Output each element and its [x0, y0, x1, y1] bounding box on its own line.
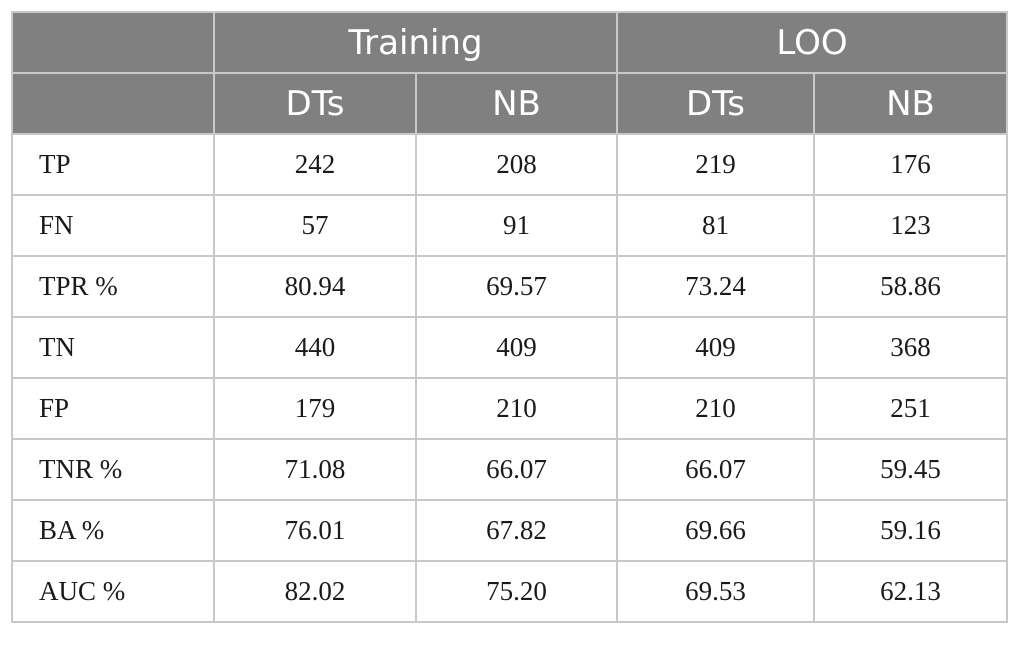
table-cell: 368 [813, 316, 1008, 379]
table-row: TP 242 208 219 176 [11, 133, 1008, 196]
table-header: Training LOO DTs NB DTs NB [11, 11, 1008, 135]
table-cell: 210 [616, 377, 815, 440]
table-cell: 67.82 [415, 499, 618, 562]
table-cell: 57 [213, 194, 417, 257]
table-cell: 440 [213, 316, 417, 379]
table-cell: 66.07 [616, 438, 815, 501]
table-cell: 409 [616, 316, 815, 379]
row-label: TP [11, 133, 215, 196]
table-cell: 81 [616, 194, 815, 257]
table-cell: 58.86 [813, 255, 1008, 318]
table-cell: 76.01 [213, 499, 417, 562]
table-cell: 69.66 [616, 499, 815, 562]
table-cell: 251 [813, 377, 1008, 440]
subheader-row: DTs NB DTs NB [11, 72, 1008, 135]
row-label: TN [11, 316, 215, 379]
group-header-loo: LOO [616, 11, 1008, 74]
table-cell: 75.20 [415, 560, 618, 623]
row-label: FP [11, 377, 215, 440]
corner-subheader-cell [11, 72, 215, 135]
table-cell: 71.08 [213, 438, 417, 501]
table-cell: 80.94 [213, 255, 417, 318]
row-label: TPR % [11, 255, 215, 318]
table-cell: 208 [415, 133, 618, 196]
table-cell: 69.57 [415, 255, 618, 318]
row-label: FN [11, 194, 215, 257]
table-cell: 62.13 [813, 560, 1008, 623]
row-label: BA % [11, 499, 215, 562]
corner-header-cell [11, 11, 215, 74]
table-cell: 82.02 [213, 560, 417, 623]
table-row: FN 57 91 81 123 [11, 194, 1008, 257]
table-cell: 176 [813, 133, 1008, 196]
table-row: BA % 76.01 67.82 69.66 59.16 [11, 499, 1008, 562]
table-cell: 179 [213, 377, 417, 440]
group-header-row: Training LOO [11, 11, 1008, 74]
table-cell: 123 [813, 194, 1008, 257]
table-cell: 59.16 [813, 499, 1008, 562]
table-cell: 210 [415, 377, 618, 440]
table-row: TPR % 80.94 69.57 73.24 58.86 [11, 255, 1008, 318]
subheader-training-nb: NB [415, 72, 618, 135]
subheader-loo-nb: NB [813, 72, 1008, 135]
subheader-loo-dts: DTs [616, 72, 815, 135]
table-row: TN 440 409 409 368 [11, 316, 1008, 379]
table-cell: 242 [213, 133, 417, 196]
table-row: TNR % 71.08 66.07 66.07 59.45 [11, 438, 1008, 501]
group-header-training: Training [213, 11, 618, 74]
table-cell: 91 [415, 194, 618, 257]
table-cell: 66.07 [415, 438, 618, 501]
table-row: AUC % 82.02 75.20 69.53 62.13 [11, 560, 1008, 623]
table-body: TP 242 208 219 176 FN 57 91 81 123 TPR %… [11, 133, 1008, 623]
table-cell: 59.45 [813, 438, 1008, 501]
table-cell: 73.24 [616, 255, 815, 318]
table-cell: 409 [415, 316, 618, 379]
row-label: TNR % [11, 438, 215, 501]
table-row: FP 179 210 210 251 [11, 377, 1008, 440]
results-table: Training LOO DTs NB DTs NB TP 242 208 21… [11, 11, 1008, 623]
table-cell: 219 [616, 133, 815, 196]
subheader-training-dts: DTs [213, 72, 417, 135]
row-label: AUC % [11, 560, 215, 623]
table-cell: 69.53 [616, 560, 815, 623]
